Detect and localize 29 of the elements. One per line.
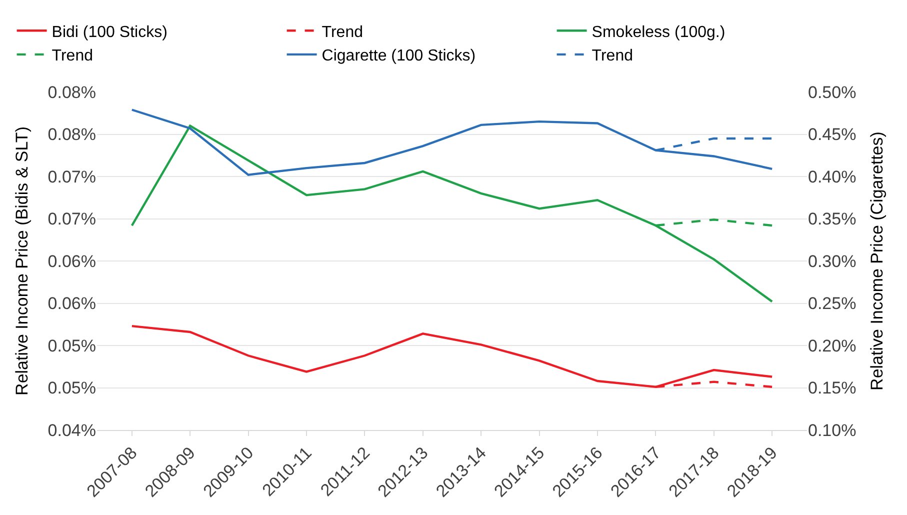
y2-tick-label: 0.15% [808,378,856,398]
y2-tick-label: 0.50% [808,82,856,102]
y-tick-label: 0.07% [48,210,96,229]
y2-tick-label: 0.30% [808,252,856,271]
y2-tick-label: 0.10% [808,420,856,440]
legend-label: Trend [52,48,94,65]
legend-label: Bidi (100 Sticks) [52,24,168,41]
y-tick-label: 0.08% [48,125,96,144]
legend-label: Trend [592,48,634,65]
y2-tick-label: 0.45% [808,125,856,144]
y2-axis-title: Relative Income Price (Cigarettes) [868,132,887,390]
y2-tick-label: 0.25% [808,294,856,314]
y-tick-label: 0.06% [48,252,96,271]
y-tick-label: 0.08% [48,82,96,102]
line-series [130,324,774,388]
y2-tick-label: 0.35% [808,210,856,229]
y-tick-label: 0.05% [48,378,96,398]
line-series [130,108,774,176]
legend-label: Smokeless (100g.) [592,24,726,41]
y-tick-label: 0.07% [48,167,96,186]
legend-label: Trend [322,24,364,41]
y2-tick-label: 0.20% [808,336,856,356]
line-series [130,124,774,303]
legend-label: Cigarette (100 Sticks) [322,48,476,65]
y-tick-label: 0.06% [48,294,96,314]
y-tick-label: 0.05% [48,336,96,356]
y2-tick-label: 0.40% [808,167,856,186]
y-tick-label: 0.04% [48,420,96,440]
y-axis-title: Relative Income Price (Bidis & SLT) [12,126,32,396]
